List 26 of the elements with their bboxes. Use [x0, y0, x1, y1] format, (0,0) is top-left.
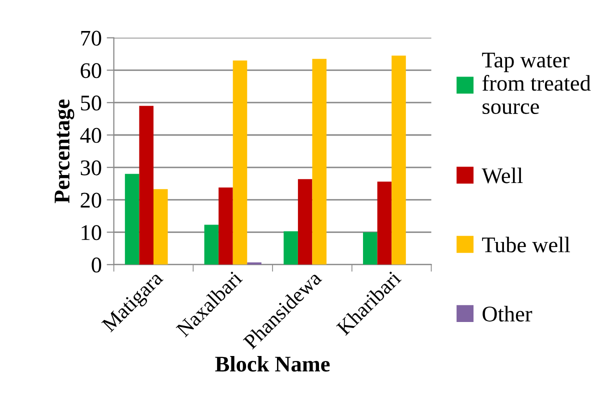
bar [204, 224, 219, 265]
bar [153, 189, 168, 265]
y-tick-label: 70 [81, 30, 102, 46]
bar [298, 179, 312, 265]
x-axis-title: Block Name [215, 356, 330, 372]
legend-label: Other [482, 306, 532, 322]
legend-label: Tube well [482, 236, 570, 252]
y-tick-label: 50 [81, 96, 102, 111]
bar [232, 60, 248, 265]
bar [284, 231, 298, 265]
bar [124, 174, 140, 265]
y-tick-label: 10 [82, 225, 102, 240]
bar [377, 182, 392, 265]
y-tick-label: 30 [80, 160, 102, 176]
y-axis-title: Percentage [54, 100, 74, 204]
y-tick-label: 20 [80, 192, 102, 208]
legend-label: Tap water from treated source [482, 52, 591, 114]
legend-label: Well [482, 168, 523, 184]
bar [218, 187, 233, 265]
y-tick-label: 0 [92, 258, 102, 273]
y-tick-label: 40 [80, 128, 102, 143]
bar [139, 106, 154, 265]
bar [392, 56, 406, 265]
bar [363, 232, 378, 265]
y-tick-label: 60 [80, 63, 102, 78]
bar [312, 58, 327, 265]
